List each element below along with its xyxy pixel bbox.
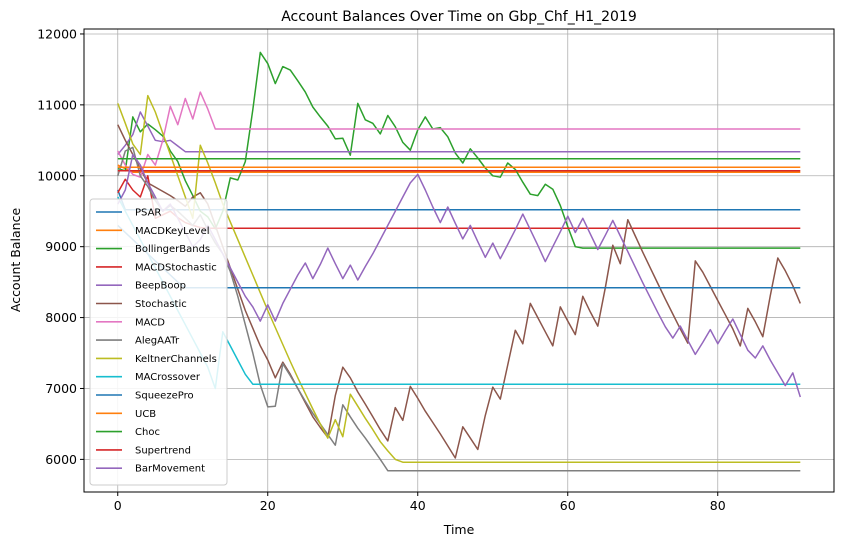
- series-line-keltnerchannels: [117, 94, 801, 463]
- y-tick-label: 8000: [45, 310, 77, 325]
- legend-label: UCB: [135, 409, 156, 420]
- x-tick-label: 60: [560, 498, 576, 513]
- legend-label: SqueezePro: [135, 391, 194, 402]
- legend-label: MACDStochastic: [135, 262, 217, 273]
- y-tick-label: 12000: [37, 26, 77, 41]
- y-tick-label: 11000: [37, 97, 77, 112]
- legend-label: BollingerBands: [135, 244, 210, 255]
- axis-ticks: 0 20 40 60 80 6000 7000 8000 9000 10000 11000 12000: [37, 26, 726, 513]
- chart-title: Account Balances Over Time on Gbp_Chf_H1…: [281, 9, 637, 25]
- x-tick-label: 0: [114, 498, 122, 513]
- series-line-barmovement: [117, 153, 802, 398]
- legend-label: Choc: [135, 427, 160, 438]
- x-tick-label: 40: [410, 498, 426, 513]
- plot-area-frame: [83, 28, 835, 493]
- legend-label: MACrossover: [135, 372, 201, 383]
- legend-label: MACD: [135, 317, 165, 328]
- legend-label: AlegAATr: [135, 336, 180, 347]
- y-tick-label: 6000: [45, 452, 77, 467]
- y-tick-label: 9000: [45, 239, 77, 254]
- y-tick-label: 7000: [45, 381, 77, 396]
- legend-label: BeepBoop: [135, 281, 186, 292]
- legend-label: MACDKeyLevel: [135, 226, 210, 237]
- y-tick-label: 10000: [37, 168, 77, 183]
- legend-label: KeltnerChannels: [135, 354, 217, 365]
- y-axis-label: Account Balance: [8, 208, 23, 313]
- x-axis-label: Time: [443, 522, 475, 537]
- x-tick-label: 20: [260, 498, 276, 513]
- legend-label: Supertrend: [135, 445, 191, 456]
- legend: PSARMACDKeyLevelBollingerBandsMACDStocha…: [89, 198, 228, 486]
- legend-box: [89, 198, 228, 486]
- x-tick-label: 80: [710, 498, 726, 513]
- series-line-macd: [117, 91, 801, 178]
- legend-label: Stochastic: [135, 299, 187, 310]
- legend-label: PSAR: [135, 208, 161, 219]
- legend-label: BarMovement: [135, 464, 205, 475]
